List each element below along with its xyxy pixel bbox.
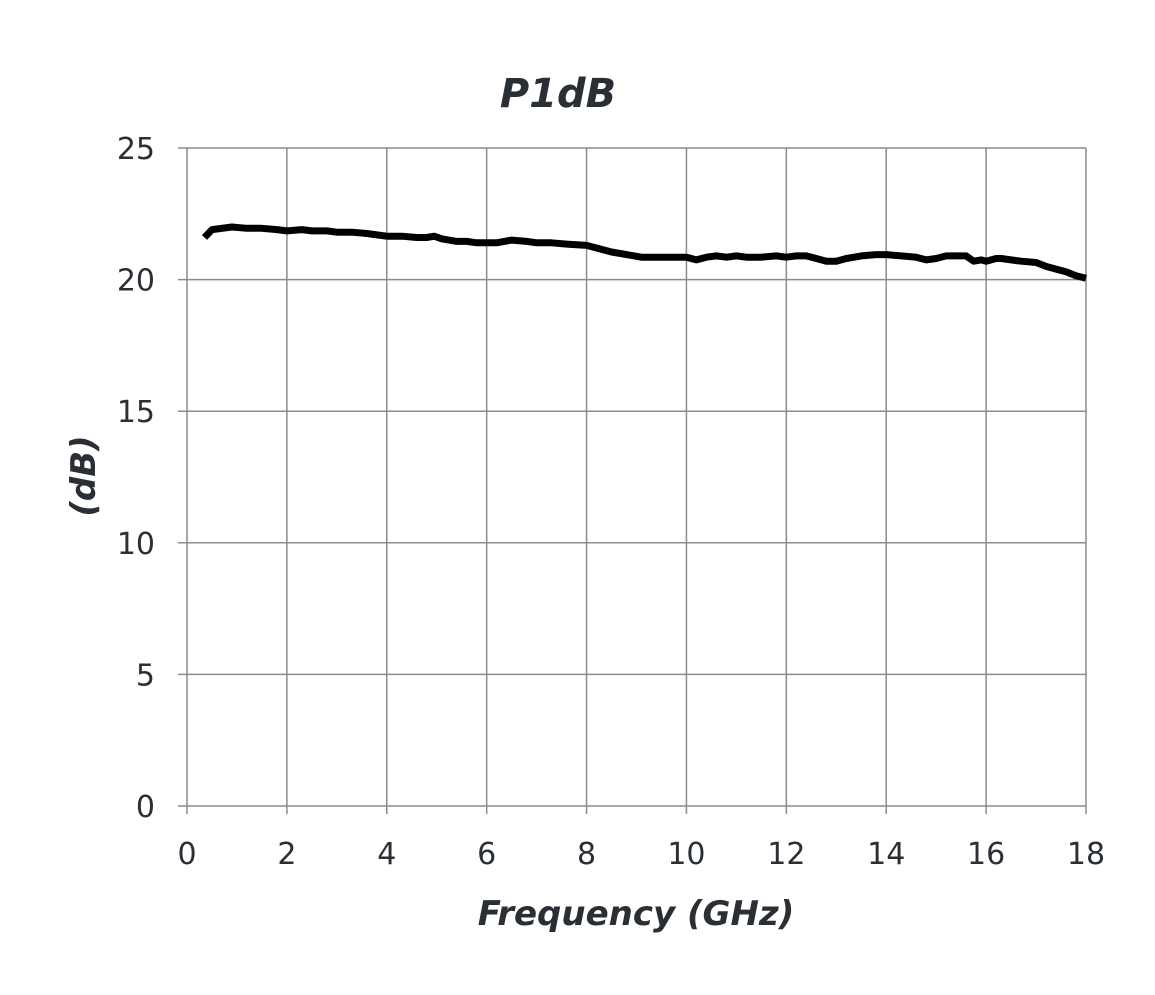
y-tick-label: 25: [117, 132, 155, 167]
y-tick-label: 5: [136, 658, 155, 693]
grid: [187, 147, 1087, 806]
y-axis-title: (dB): [64, 435, 104, 516]
x-tick-label: 0: [177, 837, 196, 872]
series: [201, 223, 1087, 282]
x-tick-label: 10: [667, 837, 705, 872]
x-tick-label: 2: [277, 837, 296, 872]
y-tick-label: 20: [117, 264, 155, 299]
y-tick-label: 10: [117, 527, 155, 562]
x-tick-label: 12: [767, 837, 805, 872]
y-tick-label: 0: [136, 790, 155, 825]
x-axis-title: Frequency (GHz): [478, 894, 795, 934]
chart-title: P1dB: [500, 71, 616, 117]
x-tick-label: 18: [1067, 837, 1105, 872]
x-tick-label: 4: [377, 837, 396, 872]
x-tick-label: 6: [477, 837, 496, 872]
series-line: [201, 223, 1087, 282]
tick-labels: 0 2 4 6 8 10 12 14 16 18 0 5 10 15 20 25: [117, 132, 1105, 872]
y-tick-label: 15: [117, 395, 155, 430]
x-tick-label: 14: [867, 837, 905, 872]
axes: [178, 147, 1087, 814]
x-tick-label: 8: [577, 837, 596, 872]
x-tick-label: 16: [967, 837, 1005, 872]
